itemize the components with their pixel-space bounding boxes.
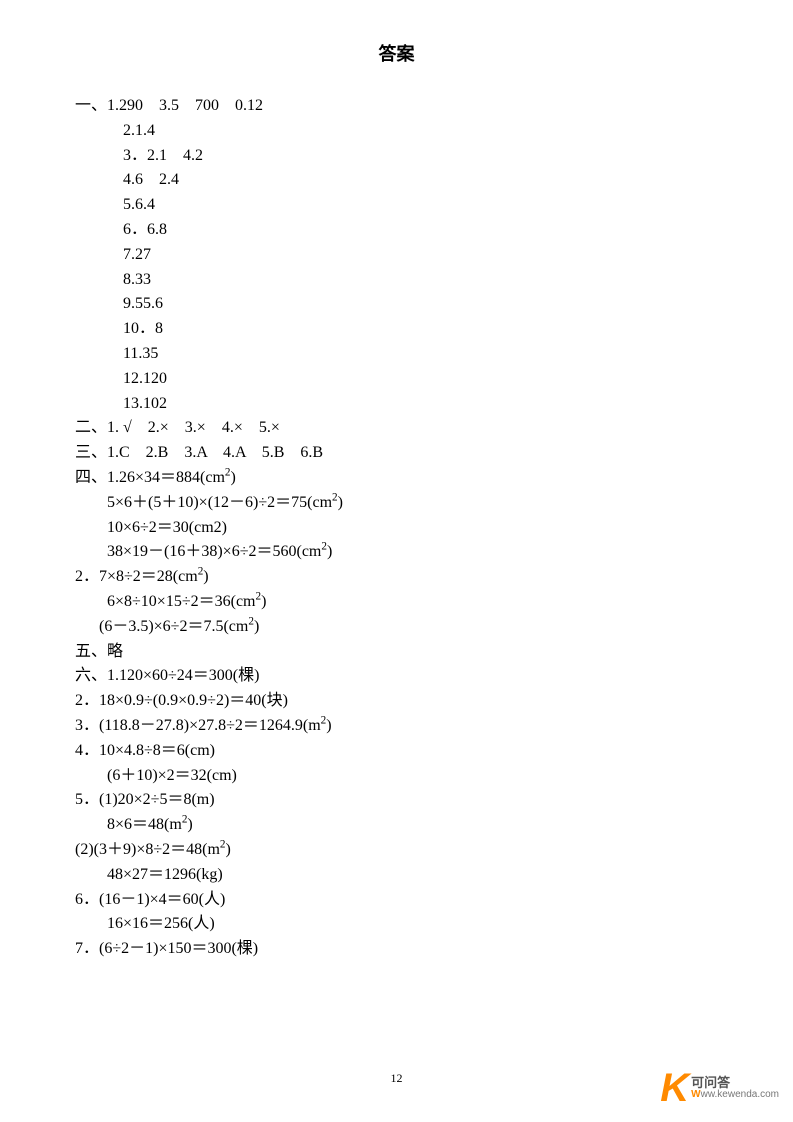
answer-line: 2．18×0.9÷(0.9×0.9÷2)＝40(块) <box>75 689 718 714</box>
page-title: 答案 <box>75 40 718 66</box>
answer-content: 一、1.290 3.5 700 0.122.1.43．2.1 4.24.6 2.… <box>75 94 718 962</box>
answer-line: (6－3.5)×6÷2＝7.5(cm2) <box>75 615 718 640</box>
answer-line: 2．7×8÷2＝28(cm2) <box>75 565 718 590</box>
watermark-text: 可问答 Www.kewenda.com <box>691 1076 779 1100</box>
answer-line: 8×6＝48(m2) <box>75 813 718 838</box>
watermark-cn: 可问答 <box>691 1076 779 1090</box>
answer-line: (6＋10)×2＝32(cm) <box>75 764 718 789</box>
answer-line: 二、1. √ 2.× 3.× 4.× 5.× <box>75 416 718 441</box>
answer-line: 48×27＝1296(kg) <box>75 863 718 888</box>
answer-line: 16×16＝256(人) <box>75 912 718 937</box>
answer-line: 六、1.120×60÷24＝300(棵) <box>75 664 718 689</box>
answer-line: 12.120 <box>75 367 718 392</box>
watermark-en: Www.kewenda.com <box>691 1090 779 1101</box>
answer-line: 6．(16－1)×4＝60(人) <box>75 888 718 913</box>
answer-line: 一、1.290 3.5 700 0.12 <box>75 94 718 119</box>
answer-line: 13.102 <box>75 392 718 417</box>
answer-line: (2)(3＋9)×8÷2＝48(m2) <box>75 838 718 863</box>
answer-line: 6×8÷10×15÷2＝36(cm2) <box>75 590 718 615</box>
answer-line: 3．(118.8－27.8)×27.8÷2＝1264.9(m2) <box>75 714 718 739</box>
answer-line: 三、1.C 2.B 3.A 4.A 5.B 6.B <box>75 441 718 466</box>
answer-line: 11.35 <box>75 342 718 367</box>
answer-line: 38×19－(16＋38)×6÷2＝560(cm2) <box>75 540 718 565</box>
answer-line: 3．2.1 4.2 <box>75 144 718 169</box>
answer-line: 10×6÷2＝30(cm2) <box>75 516 718 541</box>
answer-line: 5×6＋(5＋10)×(12－6)÷2＝75(cm2) <box>75 491 718 516</box>
answer-line: 4.6 2.4 <box>75 168 718 193</box>
answer-line: 四、1.26×34＝884(cm2) <box>75 466 718 491</box>
answer-line: 7.27 <box>75 243 718 268</box>
answer-line: 2.1.4 <box>75 119 718 144</box>
answer-line: 4．10×4.8÷8＝6(cm) <box>75 739 718 764</box>
answer-line: 8.33 <box>75 268 718 293</box>
answer-line: 7．(6÷2－1)×150＝300(棵) <box>75 937 718 962</box>
answer-line: 6．6.8 <box>75 218 718 243</box>
watermark-logo-k: K <box>660 1068 689 1108</box>
answer-line: 5．(1)20×2÷5＝8(m) <box>75 788 718 813</box>
answer-line: 10．8 <box>75 317 718 342</box>
watermark: K 可问答 Www.kewenda.com <box>660 1068 779 1108</box>
answer-line: 5.6.4 <box>75 193 718 218</box>
answer-line: 9.55.6 <box>75 292 718 317</box>
answer-line: 五、略 <box>75 640 718 665</box>
